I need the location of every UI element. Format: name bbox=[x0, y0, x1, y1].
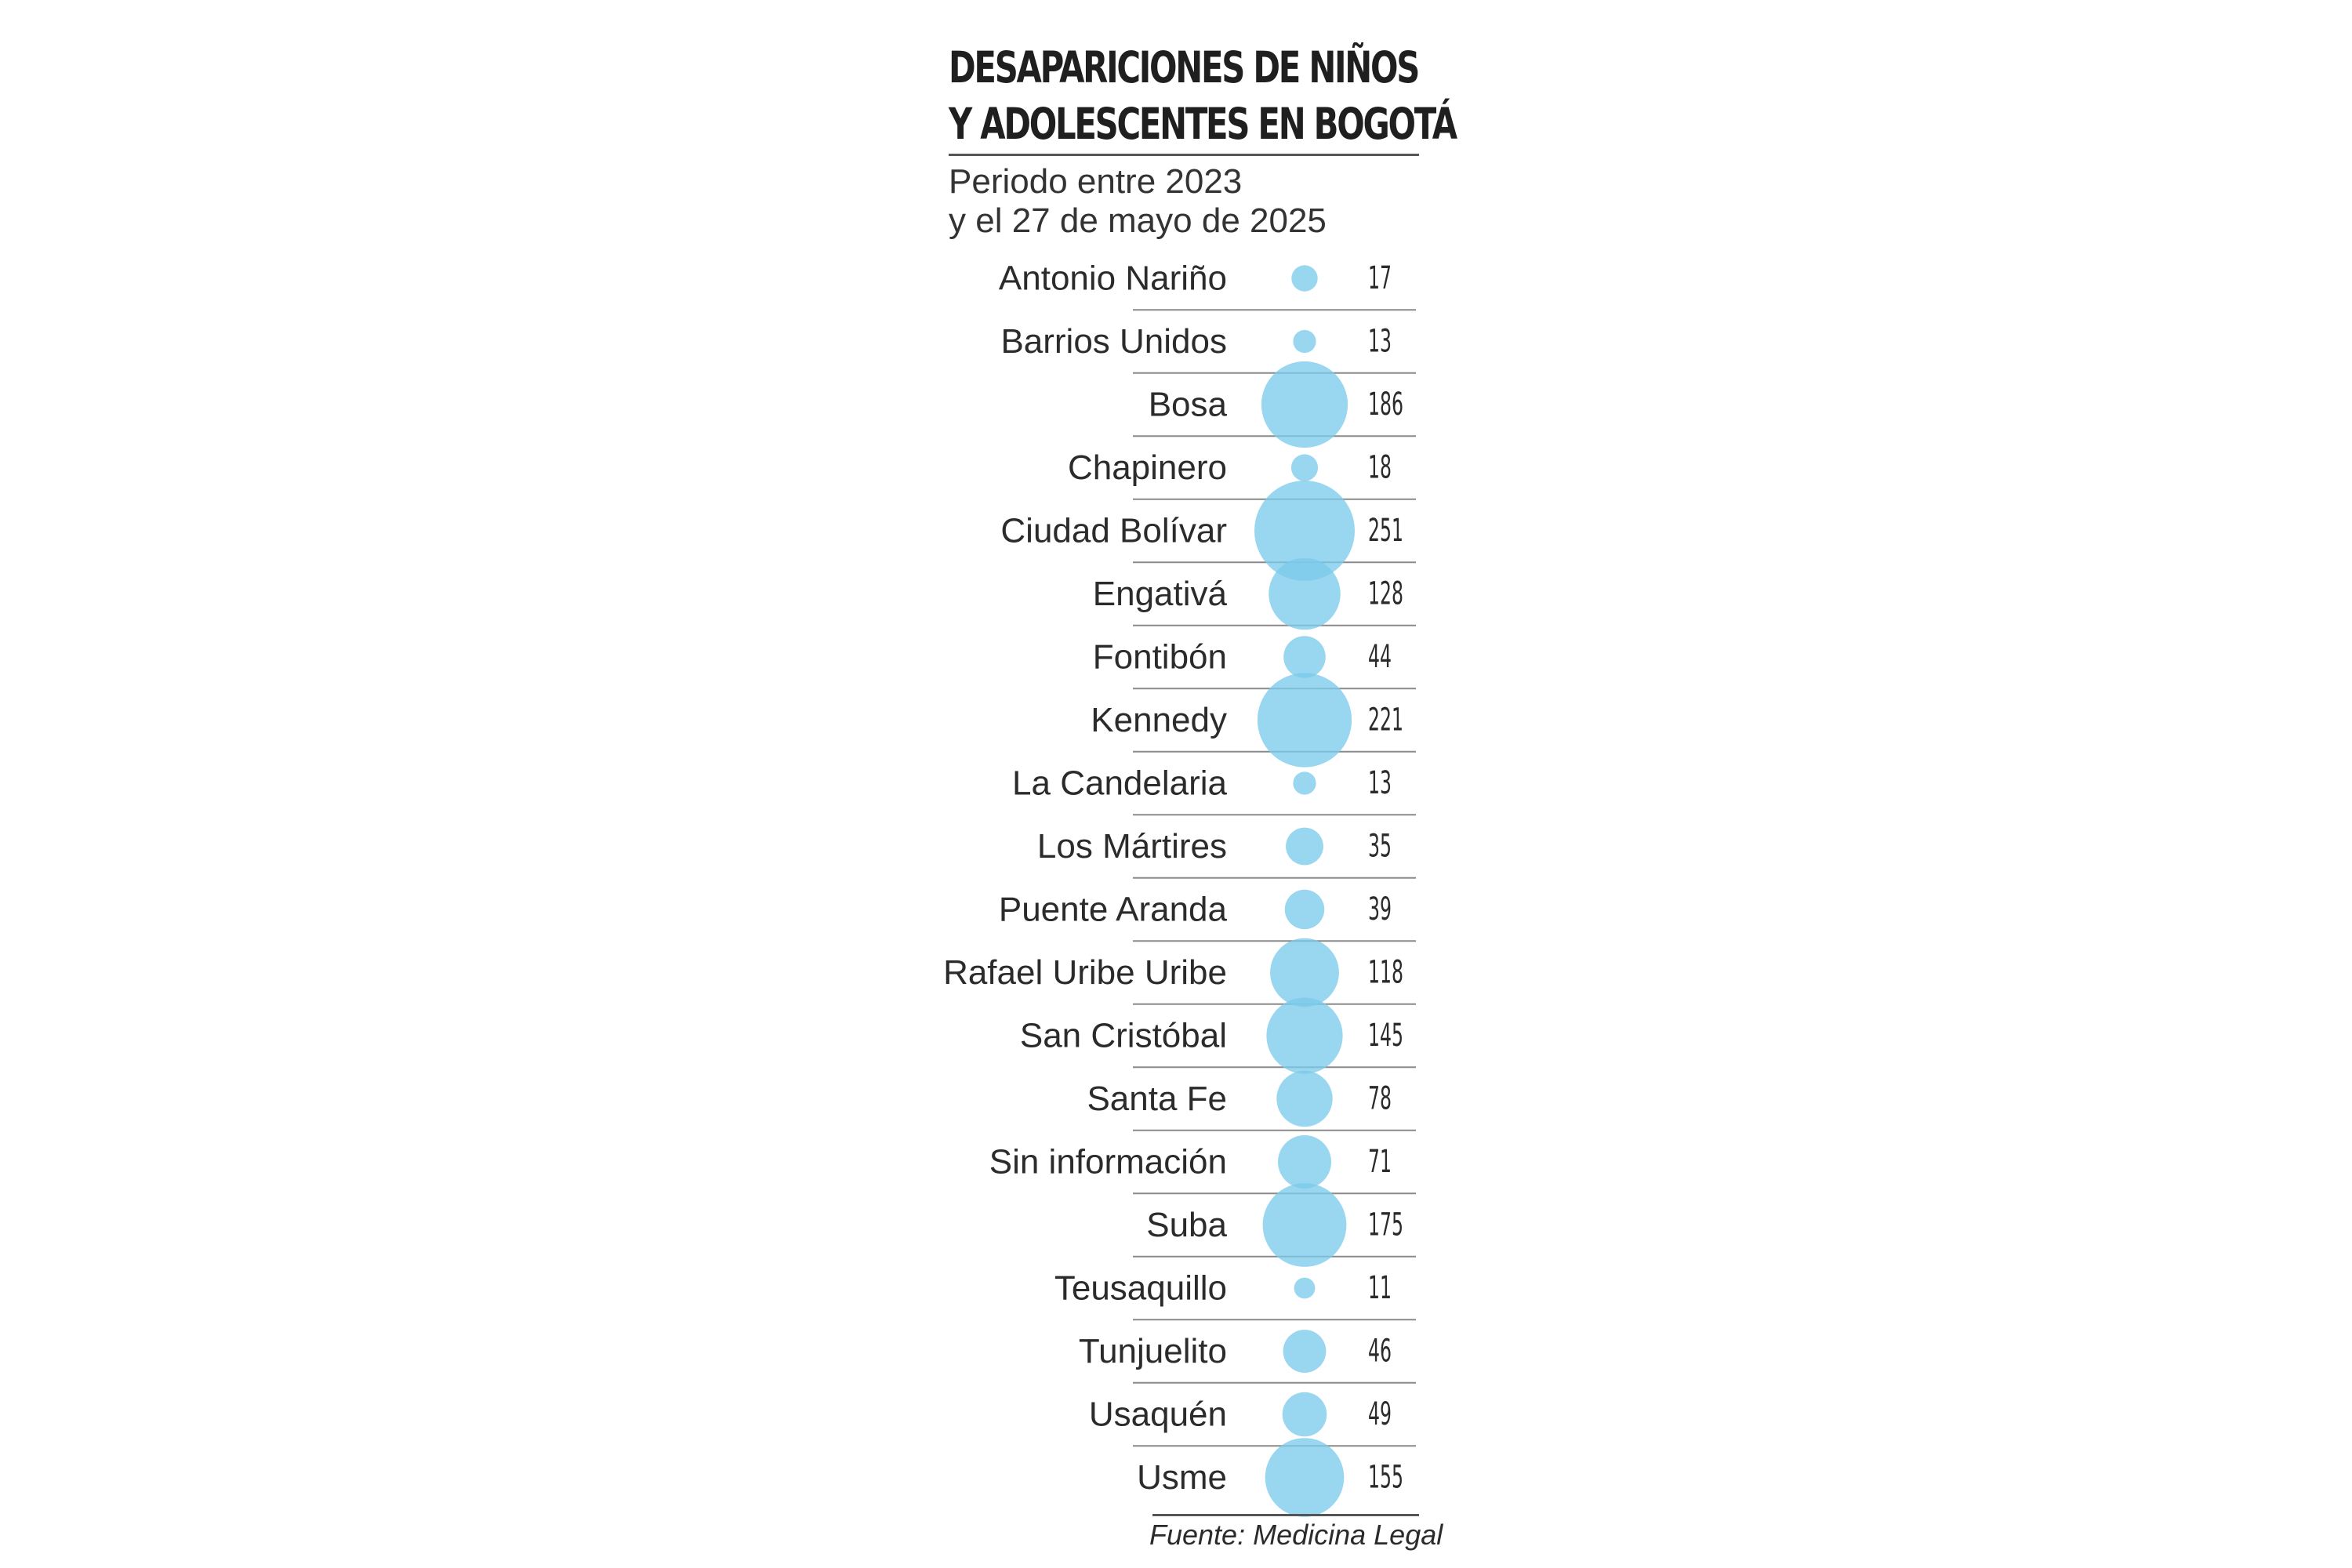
row-dividers bbox=[1133, 309, 1416, 1447]
value-label-la-candelaria: 13 bbox=[1368, 765, 1392, 801]
locality-label-sin-informacion: Sin información bbox=[989, 1143, 1227, 1181]
value-label-barrios-unidos: 13 bbox=[1368, 324, 1392, 360]
locality-label-rafael-uribe-uribe: Rafael Uribe Uribe bbox=[943, 953, 1227, 992]
bubble-ciudad-bolivar bbox=[1254, 481, 1355, 581]
title-divider bbox=[949, 154, 1419, 156]
bubble-santa-fe bbox=[1276, 1070, 1333, 1127]
source-note: Fuente: Medicina Legal bbox=[1149, 1519, 1443, 1551]
locality-label-barrios-unidos: Barrios Unidos bbox=[1000, 322, 1227, 361]
bubble-sin-informacion bbox=[1278, 1135, 1331, 1189]
value-label-usaquen: 49 bbox=[1368, 1396, 1392, 1432]
bubble-bosa bbox=[1261, 361, 1348, 448]
locality-label-kennedy: Kennedy bbox=[1091, 701, 1227, 739]
value-label-chapinero: 18 bbox=[1368, 450, 1392, 486]
bubble-engativa bbox=[1269, 557, 1341, 630]
locality-label-san-cristobal: San Cristóbal bbox=[1020, 1017, 1227, 1055]
locality-label-la-candelaria: La Candelaria bbox=[1012, 764, 1227, 803]
bubble-san-cristobal bbox=[1266, 997, 1343, 1074]
value-label-bosa: 186 bbox=[1368, 387, 1403, 423]
value-label-puente-aranda: 39 bbox=[1368, 891, 1392, 927]
value-label-sin-informacion: 71 bbox=[1368, 1144, 1392, 1180]
value-labels: 17 13 186 18 251 128 44 221 13 35 39 118 145 78 71 175 1… bbox=[1368, 260, 1403, 1496]
bubble-rafael-uribe-uribe bbox=[1270, 938, 1339, 1007]
locality-label-antonio-narino: Antonio Nariño bbox=[999, 260, 1227, 298]
value-label-antonio-narino: 17 bbox=[1368, 260, 1392, 296]
locality-label-santa-fe: Santa Fe bbox=[1087, 1080, 1227, 1118]
locality-label-bosa: Bosa bbox=[1149, 386, 1228, 424]
chart-subtitle-line-2: y el 27 de mayo de 2025 bbox=[949, 201, 1327, 240]
value-label-kennedy: 221 bbox=[1368, 702, 1403, 739]
locality-labels: Antonio Nariño Barrios Unidos Bosa Chapiner… bbox=[943, 260, 1227, 1497]
value-label-san-cristobal: 145 bbox=[1368, 1018, 1403, 1054]
bubble-chapinero bbox=[1290, 454, 1319, 481]
locality-label-fontibon: Fontibón bbox=[1093, 638, 1227, 677]
bubble-la-candelaria bbox=[1293, 771, 1316, 795]
locality-label-tunjuelito: Tunjuelito bbox=[1079, 1332, 1227, 1370]
locality-label-teusaquillo: Teusaquillo bbox=[1054, 1269, 1227, 1308]
value-label-usme: 155 bbox=[1368, 1460, 1403, 1496]
bubble-fontibon bbox=[1283, 636, 1326, 678]
chart-title: DESAPARICIONES DE NIÑOS Y ADOLESCENTES E… bbox=[949, 39, 1457, 152]
value-label-engativa: 128 bbox=[1368, 576, 1403, 612]
bubble-usaquen bbox=[1282, 1392, 1327, 1437]
locality-label-suba: Suba bbox=[1146, 1206, 1227, 1244]
value-label-teusaquillo: 11 bbox=[1368, 1270, 1392, 1306]
value-label-los-martires: 35 bbox=[1368, 829, 1392, 865]
bubble-tunjuelito bbox=[1283, 1330, 1327, 1373]
value-label-suba: 175 bbox=[1368, 1207, 1403, 1243]
bubble-kennedy bbox=[1257, 673, 1352, 768]
value-label-rafael-uribe-uribe: 118 bbox=[1368, 955, 1403, 991]
bubble-barrios-unidos bbox=[1293, 329, 1316, 354]
bubbles bbox=[1254, 265, 1355, 1517]
locality-label-chapinero: Chapinero bbox=[1068, 448, 1227, 487]
locality-label-engativa: Engativá bbox=[1093, 575, 1228, 613]
value-label-fontibon: 44 bbox=[1368, 639, 1392, 675]
chart-title-line-2: Y ADOLESCENTES EN BOGOTÁ bbox=[949, 99, 1457, 149]
chart-subtitle-line-1: Periodo entre 2023 bbox=[949, 162, 1243, 201]
bubble-antonio-narino bbox=[1291, 265, 1318, 292]
locality-label-ciudad-bolivar: Ciudad Bolívar bbox=[1000, 512, 1227, 550]
locality-label-puente-aranda: Puente Aranda bbox=[999, 891, 1228, 929]
source-divider bbox=[1152, 1514, 1419, 1516]
bubble-usme bbox=[1265, 1438, 1345, 1517]
locality-label-usme: Usme bbox=[1137, 1458, 1227, 1497]
value-label-santa-fe: 78 bbox=[1368, 1081, 1392, 1117]
locality-label-los-martires: Los Mártires bbox=[1037, 827, 1227, 866]
value-label-ciudad-bolivar: 251 bbox=[1368, 513, 1403, 549]
chart-subtitle: Periodo entre 2023 y el 27 de mayo de 20… bbox=[949, 162, 1327, 241]
bubble-suba bbox=[1262, 1183, 1347, 1267]
bubble-los-martires bbox=[1286, 827, 1323, 866]
bubble-teusaquillo bbox=[1294, 1277, 1316, 1299]
chart-title-line-1: DESAPARICIONES DE NIÑOS bbox=[949, 42, 1420, 93]
locality-label-usaquen: Usaquén bbox=[1089, 1396, 1227, 1434]
value-label-tunjuelito: 46 bbox=[1368, 1334, 1392, 1370]
bubble-puente-aranda bbox=[1284, 889, 1325, 930]
